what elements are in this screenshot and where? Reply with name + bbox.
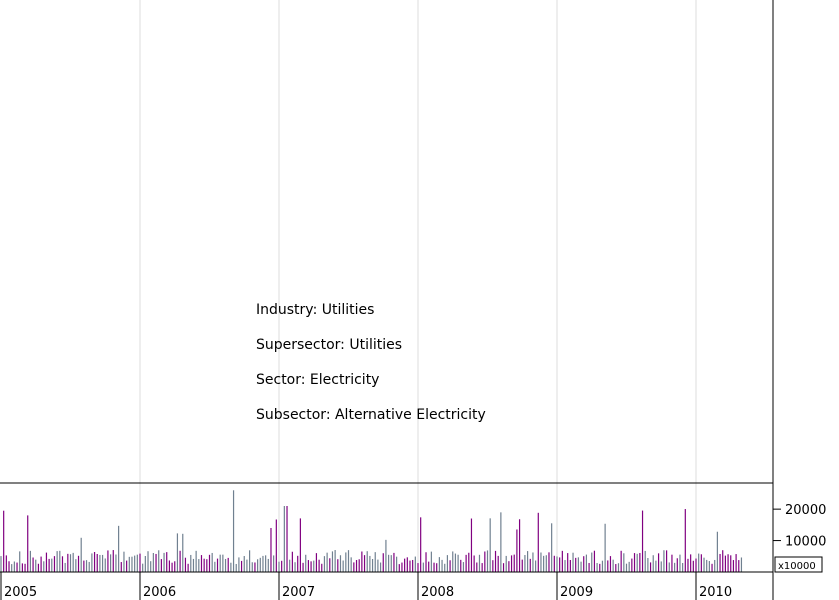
volume-tick-label: 10000 xyxy=(785,535,826,550)
year-label: 2009 xyxy=(560,585,593,600)
volume-unit-label: x10000 xyxy=(778,561,816,572)
volume-unit-box xyxy=(774,556,823,573)
info-industry: Industry: Utilities xyxy=(256,302,374,318)
year-gridlines xyxy=(139,0,697,600)
info-box: Industry: Utilities Supersector: Utiliti… xyxy=(256,302,486,423)
year-axis-ticks: 2005 2006 2007 2008 2009 2010 xyxy=(0,572,732,600)
volume-bars xyxy=(0,490,743,572)
volume-axis-ticks: 20000 10000 xyxy=(773,503,826,550)
info-sector: Sector: Electricity xyxy=(256,372,379,388)
info-supersector: Supersector: Utilities xyxy=(256,337,402,353)
volume-tick-label: 20000 xyxy=(785,503,826,518)
year-label: 2005 xyxy=(4,585,37,600)
year-label: 2010 xyxy=(699,585,732,600)
year-label: 2007 xyxy=(282,585,315,600)
year-label: 2008 xyxy=(421,585,454,600)
info-subsector: Subsector: Alternative Electricity xyxy=(256,407,486,423)
year-label: 2006 xyxy=(143,585,176,600)
